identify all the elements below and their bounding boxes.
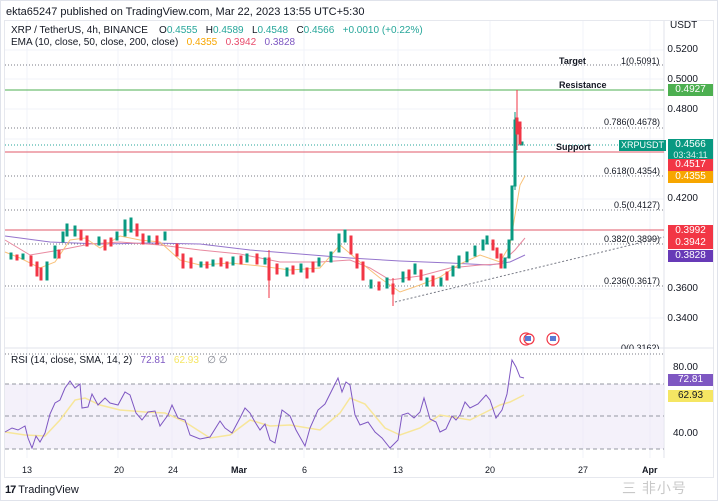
candles — [9, 90, 524, 306]
empty-value-icon: ∅ — [207, 355, 216, 366]
price-tick: 0.5000 — [667, 74, 698, 85]
open-value: 0.4555 — [166, 25, 198, 36]
rsi-label: RSI (14, close, SMA, 14, 2) — [11, 355, 133, 366]
resistance-price-tag: 0.4927 — [668, 84, 713, 96]
red-line-price-tag: 0.3992 — [668, 225, 713, 237]
support-price-tag: 0.4517 — [668, 159, 713, 171]
ema50-value: 0.3942 — [225, 37, 257, 48]
rsi-value: 72.81 — [140, 355, 166, 366]
symbol-legend[interactable]: XRP / TetherUS, 4h, BINANCE O0.4555 H0.4… — [11, 25, 423, 36]
open-label: O — [159, 25, 167, 36]
time-tick: 13 — [22, 465, 33, 475]
close-label: C — [296, 25, 304, 36]
resistance-label: Resistance — [559, 80, 607, 90]
ema50-price-tag: 0.3942 — [668, 237, 713, 249]
price-tick: 0.3600 — [667, 283, 698, 294]
price-tick: 0.5200 — [667, 44, 698, 55]
rsi-tick: 80.00 — [672, 362, 698, 373]
support-label: Support — [556, 142, 591, 152]
time-tick: 24 — [168, 465, 179, 475]
fib-level-label: 0.618(0.4354) — [604, 166, 661, 176]
ema200-value: 0.3828 — [264, 37, 296, 48]
ema200-price-tag: 0.3828 — [668, 250, 713, 262]
bar-countdown: 03:34:11 — [673, 150, 708, 160]
fib-level-label: 0(0.3162) — [621, 343, 660, 349]
time-tick: 20 — [485, 465, 496, 475]
ema10-value: 0.4355 — [186, 37, 218, 48]
time-tick: Apr — [642, 465, 658, 475]
fib-level-label: 1(0.5091) — [621, 56, 660, 66]
high-value: 0.4589 — [213, 25, 244, 36]
time-tick: 6 — [302, 465, 308, 475]
time-tick: Mar — [231, 465, 248, 475]
symbol-name: XRP / TetherUS, 4h, BINANCE — [11, 25, 148, 36]
empty-value-icon: ∅ — [218, 355, 228, 366]
tradingview-logo-icon: 17 — [5, 484, 16, 496]
high-label: H — [205, 25, 213, 36]
last-price-tag: 0.4566 03:34:11 — [668, 139, 713, 161]
rsi-tick: 40.00 — [672, 428, 698, 439]
event-flag-icon-2 — [546, 332, 560, 346]
low-label: L — [251, 25, 258, 36]
price-tick: 0.3400 — [667, 313, 698, 324]
price-tick: 0.4800 — [667, 104, 698, 115]
fib-level-label: 0.236(0.3617) — [604, 276, 661, 286]
trendline — [394, 236, 665, 303]
rsi-ma-tag: 62.93 — [668, 390, 713, 402]
rsi-line — [4, 358, 525, 450]
ema10-price-tag: 0.4355 — [668, 171, 713, 183]
low-value: 0.4548 — [257, 25, 289, 36]
fib-retracement — [5, 64, 664, 355]
fib-level-label: 0.786(0.4678) — [604, 117, 661, 127]
tradingview-logo[interactable]: 17 TradingView — [5, 484, 79, 496]
tradingview-brand: TradingView — [18, 484, 79, 496]
currency-label: USDT — [670, 20, 698, 31]
target-label: Target — [559, 56, 586, 66]
last-price: 0.4566 — [675, 139, 706, 150]
rsi-legend[interactable]: RSI (14, close, SMA, 14, 2) 72.81 62.93 … — [11, 355, 227, 366]
watermark: 三 非小号 — [622, 480, 687, 496]
event-flag-icon-1 — [519, 332, 535, 346]
published-info: ekta65247 published on TradingView.com, … — [6, 6, 365, 18]
rsi-ma-value: 62.93 — [173, 355, 199, 366]
chart-panel[interactable] — [4, 20, 714, 478]
change-value: +0.0010 (+0.22%) — [342, 25, 423, 36]
close-value: 0.4566 — [303, 25, 335, 36]
ema-legend[interactable]: EMA (10, close, 50, close, 200, close) 0… — [11, 37, 295, 48]
price-tick: 0.4200 — [667, 193, 698, 204]
symbol-price-tag: XRPUSDT — [619, 140, 666, 151]
ema-label: EMA (10, close, 50, close, 200, close) — [11, 37, 179, 48]
time-tick: 27 — [578, 465, 589, 475]
rsi-value-tag: 72.81 — [668, 374, 713, 386]
time-tick: 20 — [114, 465, 125, 475]
time-tick: 13 — [393, 465, 404, 475]
fib-level-label: 0.382(0.3899) — [604, 234, 661, 244]
fib-level-label: 0.5(0.4127) — [614, 200, 661, 210]
